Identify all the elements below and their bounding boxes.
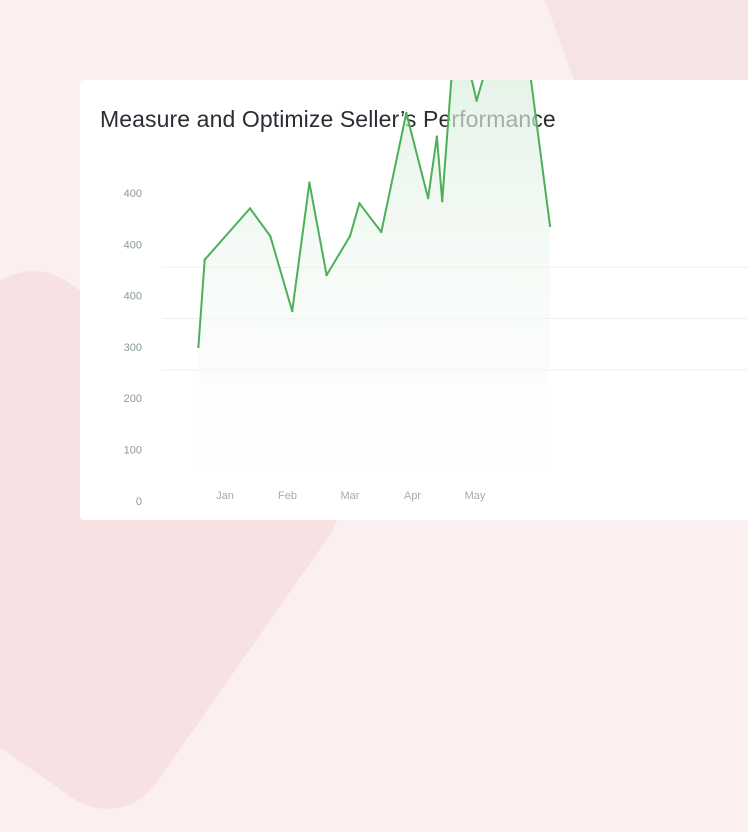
- data-point: [197, 345, 200, 349]
- data-point: [308, 181, 311, 184]
- y-tick-label: 400: [124, 188, 142, 200]
- data-point: [325, 273, 328, 277]
- data-point: [269, 234, 272, 238]
- performance-card: Measure and Optimize Seller’s Performanc…: [80, 80, 748, 520]
- y-tick-label: 200: [124, 393, 142, 405]
- data-point: [405, 111, 408, 115]
- data-point: [548, 224, 552, 227]
- data-point: [441, 200, 444, 203]
- y-tick-label: 0: [136, 496, 142, 508]
- data-point: [203, 258, 206, 261]
- y-tick-label: 400: [124, 239, 142, 251]
- performance-chart: 4004004003002001000JanFebMarAprMay: [124, 80, 748, 508]
- data-point: [348, 234, 352, 238]
- y-tick-label: 300: [124, 342, 142, 354]
- y-tick-label: 100: [124, 445, 142, 457]
- data-point: [475, 99, 478, 102]
- data-point: [435, 135, 439, 138]
- series-line: [197, 80, 551, 348]
- data-point: [426, 196, 430, 200]
- data-point: [248, 207, 252, 210]
- data-point: [291, 309, 294, 313]
- series-area: [198, 80, 550, 501]
- data-point: [358, 202, 361, 205]
- y-tick-label: 400: [124, 291, 142, 303]
- data-point: [380, 230, 383, 234]
